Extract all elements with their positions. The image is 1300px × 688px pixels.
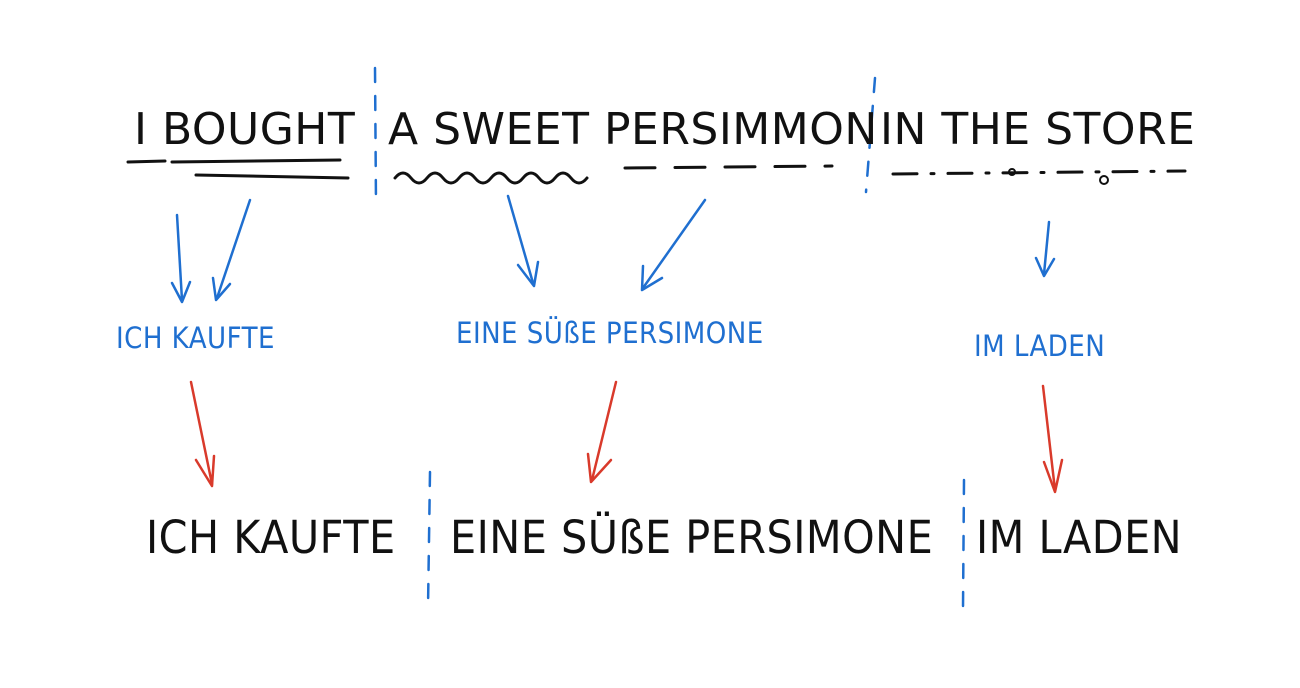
- source-chunk-2: A SWEET PERSIMMON: [388, 104, 878, 155]
- underline-bought: [170, 158, 342, 164]
- output-chunk-3: IM LADEN: [976, 511, 1183, 564]
- intermediate-chunk-2: EINE SÜßE PERSIMONE: [456, 316, 764, 350]
- red-arrow-2: [586, 380, 618, 484]
- blue-arrow-a-sweet: [506, 194, 540, 288]
- blue-arrow-bought: [211, 198, 252, 302]
- dot-dash-underline-store: [891, 169, 1187, 176]
- blue-arrow-i: [170, 213, 192, 304]
- source-chunk-3: IN THE STORE: [880, 104, 1196, 155]
- double-underline-bought: [194, 173, 350, 180]
- source-divider-1: [373, 66, 378, 207]
- intermediate-chunk-1: ICH KAUFTE: [116, 321, 275, 355]
- red-arrow-3: [1041, 384, 1064, 494]
- blue-arrow-store: [1034, 220, 1056, 278]
- red-arrow-1: [189, 380, 216, 488]
- output-chunk-1: ICH KAUFTE: [146, 511, 396, 564]
- underline-i: [126, 159, 167, 164]
- source-divider-2: [864, 76, 877, 194]
- output-divider-2: [961, 478, 966, 610]
- wavy-underline-a-sweet: [393, 171, 589, 185]
- underline-dot-2: [1099, 175, 1109, 185]
- output-chunk-2: EINE SÜßE PERSIMONE: [450, 511, 934, 564]
- output-divider-1: [426, 470, 432, 610]
- intermediate-chunk-3: IM LADEN: [974, 329, 1106, 363]
- underline-dot-1: [1008, 168, 1016, 176]
- dashed-underline-persimmon: [623, 164, 834, 170]
- source-chunk-1: I BOUGHT: [134, 104, 356, 155]
- blue-arrow-persimmon: [640, 198, 707, 292]
